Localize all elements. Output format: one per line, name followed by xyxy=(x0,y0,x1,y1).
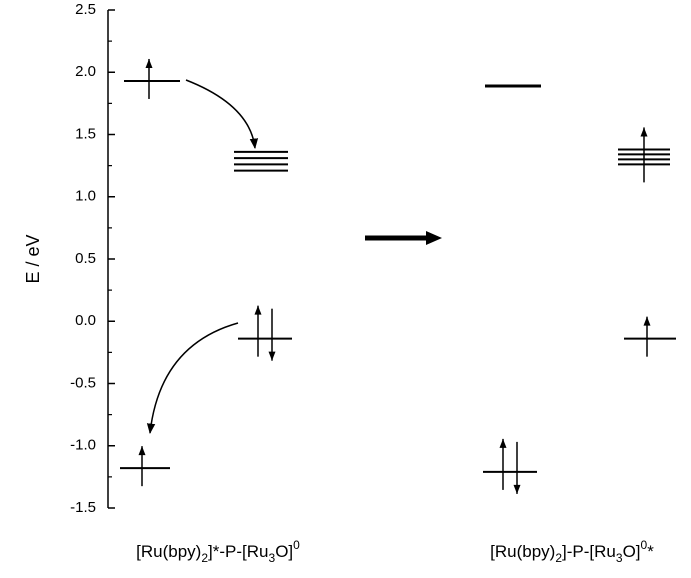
label-part: O] xyxy=(275,542,293,561)
label-part: [Ru(bpy) xyxy=(490,542,555,561)
y-tick-label: 1.0 xyxy=(75,188,96,205)
y-tick-label: 0.5 xyxy=(75,250,96,267)
label-part: [Ru(bpy) xyxy=(136,542,201,561)
label-part: O] xyxy=(623,542,641,561)
electron-up-head xyxy=(643,316,651,326)
electron-up-head xyxy=(254,305,262,315)
y-tick-label: -0.5 xyxy=(70,374,96,391)
label-part: ]-P-[Ru xyxy=(562,542,616,561)
label-part: 3 xyxy=(616,551,623,565)
transfer-arrow xyxy=(146,322,239,435)
category-label: [Ru(bpy)2]*-P-[Ru3O]0 xyxy=(136,538,300,565)
category-label: [Ru(bpy)2]-P-[Ru3O]0* xyxy=(490,538,654,565)
label-part: 3 xyxy=(269,551,276,565)
electron-down-head xyxy=(513,484,521,494)
y-tick-label: -1.0 xyxy=(70,437,96,454)
y-tick-label: -1.5 xyxy=(70,499,96,516)
y-axis-label: E / eV xyxy=(23,234,43,283)
electron-down-head xyxy=(268,351,276,361)
transfer-arrow xyxy=(185,79,259,150)
y-tick-label: 0.0 xyxy=(75,312,96,329)
label-part: 0 xyxy=(641,538,648,552)
label-part: * xyxy=(647,542,654,561)
y-tick-label: 1.5 xyxy=(75,125,96,142)
y-tick-label: 2.0 xyxy=(75,63,96,80)
label-part: ]*-P-[Ru xyxy=(208,542,268,561)
electron-up-head xyxy=(145,58,153,68)
electron-up-head xyxy=(640,127,648,137)
process-arrowhead xyxy=(426,231,442,245)
y-tick-label: 2.5 xyxy=(75,1,96,18)
label-part: 0 xyxy=(293,538,300,552)
label-part: 2 xyxy=(201,551,208,565)
electron-up-head xyxy=(138,446,146,456)
label-part: 2 xyxy=(555,551,562,565)
electron-up-head xyxy=(499,438,507,448)
